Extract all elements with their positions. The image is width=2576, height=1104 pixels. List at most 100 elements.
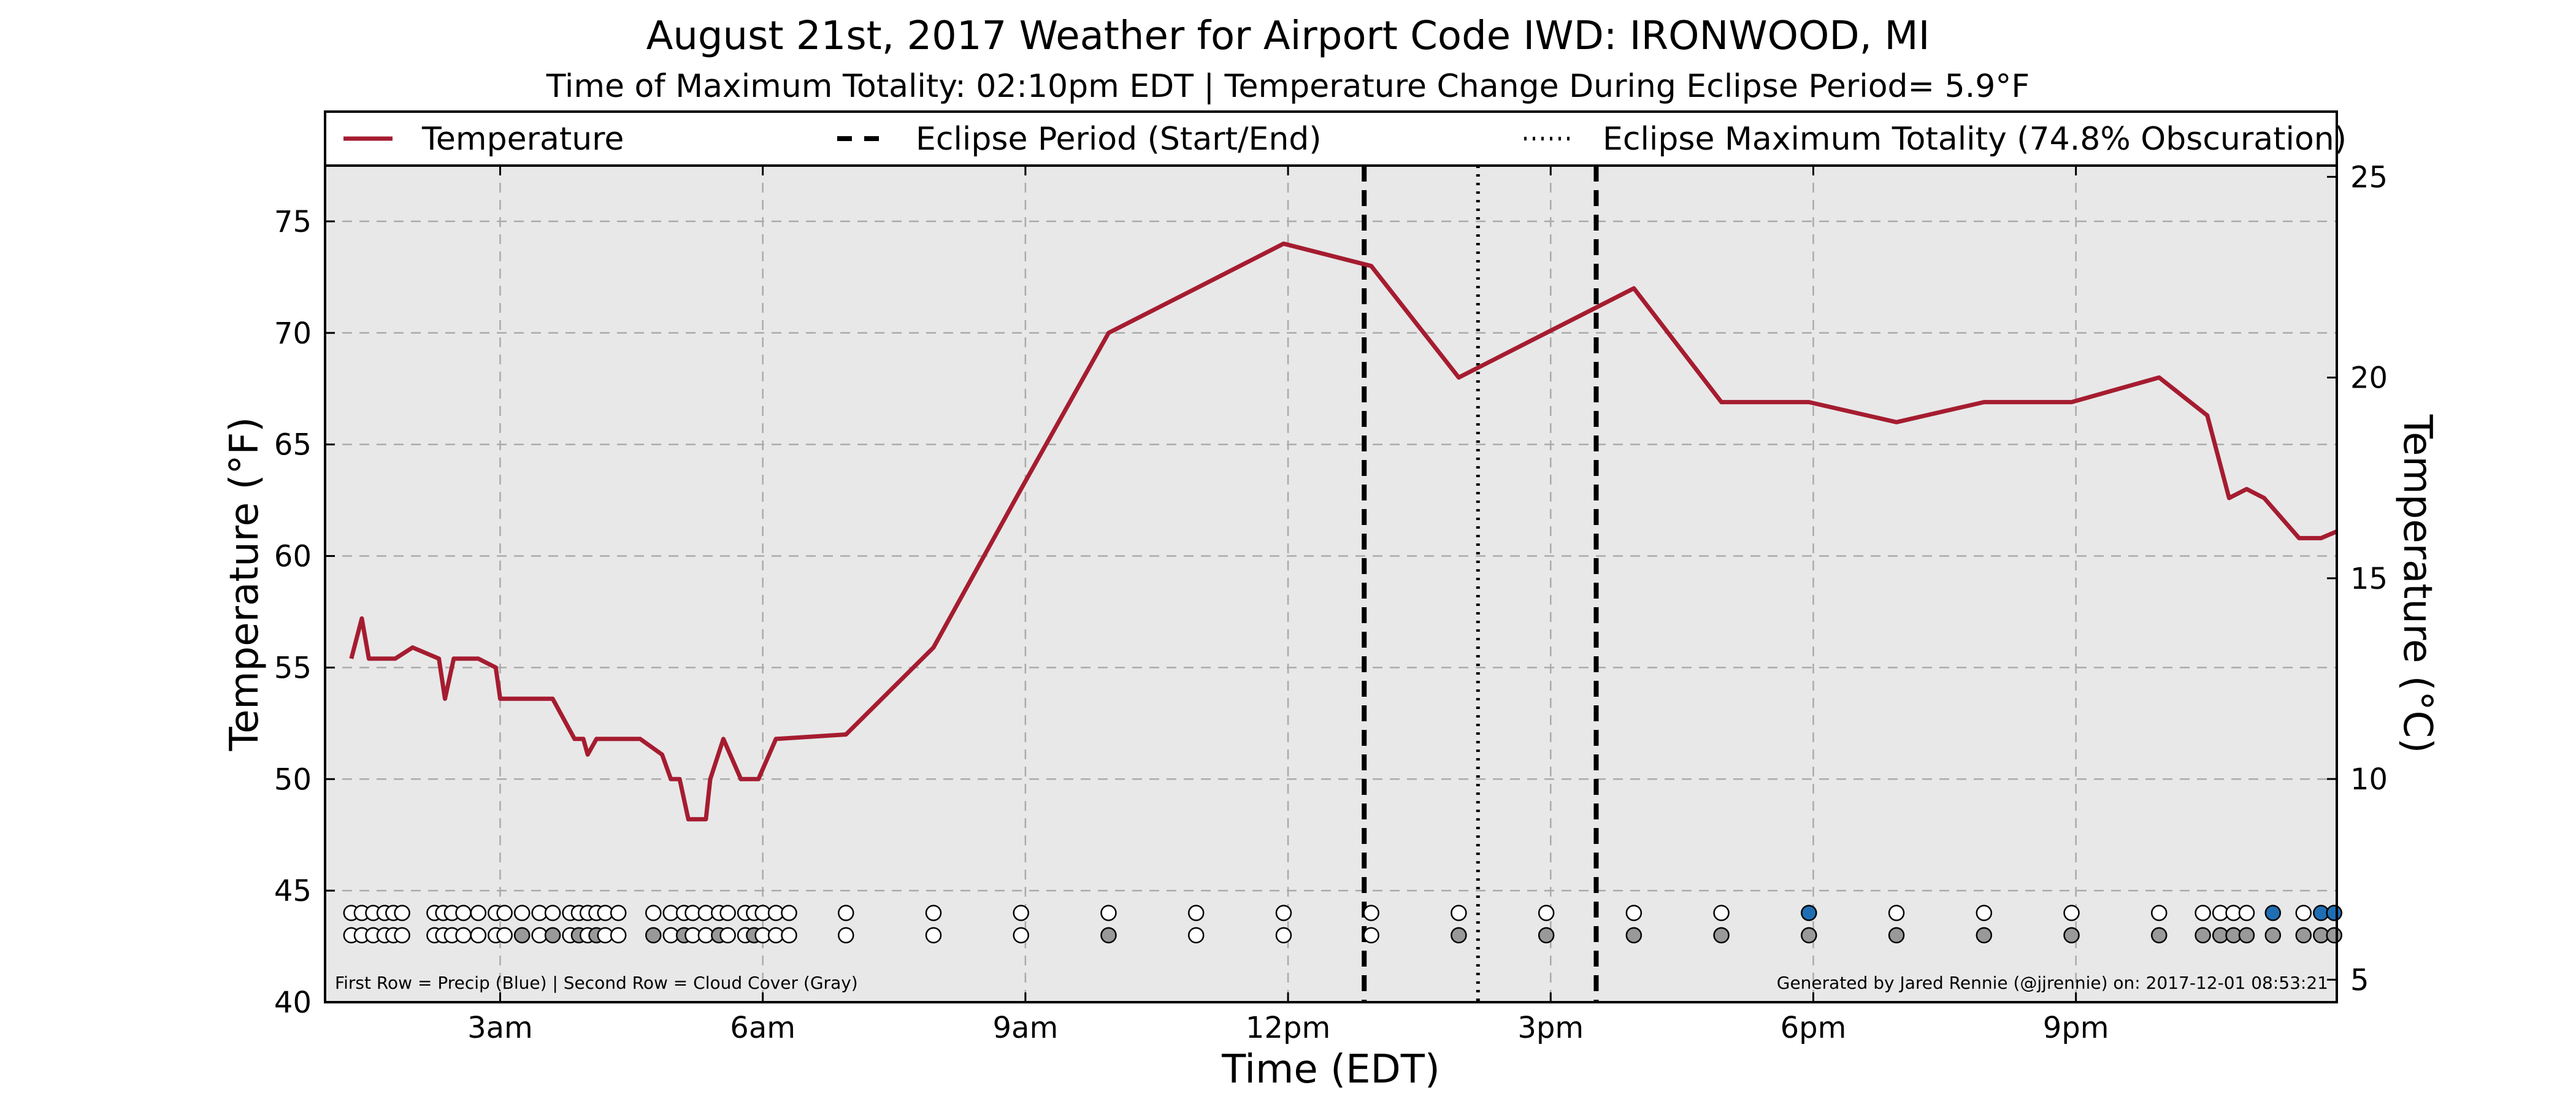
legend-label: Eclipse Period (Start/End) (916, 121, 1322, 158)
y-tick-label: 50 (274, 762, 312, 797)
cloud-marker (2195, 927, 2211, 944)
cloud-marker (838, 927, 854, 944)
cloud-marker (2264, 927, 2282, 944)
cloud-marker (1275, 927, 1292, 944)
precip-marker (470, 905, 487, 921)
temperature-series (349, 241, 2338, 822)
temperature-line (349, 241, 2338, 822)
precip-marker (645, 905, 662, 921)
cloud-marker (1801, 927, 1817, 944)
cloud-marker (2063, 927, 2080, 944)
x-tick-label: 6pm (1781, 1011, 1847, 1045)
y-tick-label: 75 (274, 205, 312, 239)
precip-marker (544, 905, 561, 921)
precip-cloud-markers (343, 905, 2342, 944)
y-tick-label: 45 (274, 874, 312, 908)
cloud-marker (2295, 927, 2312, 944)
precip-marker (781, 905, 797, 921)
cloud-marker (645, 927, 662, 944)
y2-tick-label: 5 (2350, 963, 2369, 997)
y-axis-ticks: 40 45 50 55 60 65 70 75 (274, 205, 335, 1020)
precip-marker (1187, 905, 1205, 921)
y2-axis-ticks: 5 10 15 20 25 (2327, 160, 2388, 997)
cloud-marker (781, 927, 797, 944)
precip-marker (1625, 905, 1643, 921)
precip-marker (1713, 905, 1730, 921)
precip-marker (2295, 905, 2312, 921)
cloud-marker (1713, 927, 1730, 944)
precip-marker (2238, 905, 2255, 921)
precip-marker (1888, 905, 1905, 921)
legend: Temperature Eclipse Period (Start/End) Ecl… (324, 110, 2347, 167)
cloud-marker (2326, 927, 2342, 944)
precip-marker (719, 905, 736, 921)
precip-marker (2326, 905, 2342, 921)
precip-marker (2195, 905, 2211, 921)
y-tick-label: 40 (274, 986, 312, 1020)
y-tick-label: 65 (274, 428, 312, 462)
y2-tick-label: 10 (2350, 762, 2388, 797)
precip-marker (838, 905, 854, 921)
x-tick-label: 12pm (1246, 1011, 1330, 1045)
x-tick-label: 9pm (2043, 1011, 2109, 1045)
x-tick-label: 3am (467, 1011, 533, 1045)
precip-marker (1976, 905, 1993, 921)
eclipse-lines (1362, 166, 1599, 1002)
chart-title: August 21st, 2017 Weather for Airport Co… (646, 13, 1930, 59)
cloud-marker (1187, 927, 1205, 944)
cloud-marker (394, 927, 410, 944)
precip-marker (610, 905, 627, 921)
cloud-marker (1625, 927, 1643, 944)
cloud-marker (1451, 927, 1467, 944)
x-tick-label: 3pm (1517, 1011, 1584, 1045)
cloud-marker (2238, 927, 2255, 944)
cloud-marker (455, 927, 472, 944)
y-tick-label: 70 (274, 316, 312, 351)
x-tick-label: 6am (730, 1011, 795, 1045)
precip-marker (1013, 905, 1029, 921)
precip-marker (1801, 905, 1817, 921)
y-tick-label: 55 (274, 651, 312, 685)
precip-marker (2264, 905, 2282, 921)
y2-tick-label: 15 (2350, 562, 2388, 596)
precip-marker (2151, 905, 2168, 921)
precip-marker (1100, 905, 1117, 921)
chart-subtitle: Time of Maximum Totality: 02:10pm EDT | … (546, 68, 2030, 105)
legend-label: Eclipse Maximum Totality (74.8% Obscurat… (1603, 121, 2347, 158)
precip-marker (1275, 905, 1292, 921)
precip-marker (1451, 905, 1467, 921)
cloud-marker (496, 927, 513, 944)
generated-by-note: Generated by Jared Rennie (@jjrennie) on… (1777, 973, 2328, 993)
x-axis-label: Time (EDT) (1221, 1047, 1440, 1092)
cloud-marker (1538, 927, 1555, 944)
cloud-marker (610, 927, 627, 944)
precip-marker (455, 905, 472, 921)
precip-marker (1538, 905, 1555, 921)
cloud-marker (719, 927, 736, 944)
precip-marker (1363, 905, 1379, 921)
cloud-marker (1013, 927, 1029, 944)
precip-marker (496, 905, 513, 921)
cloud-marker (470, 927, 487, 944)
precip-marker (513, 905, 531, 921)
cloud-marker (2151, 927, 2168, 944)
cloud-marker (1100, 927, 1117, 944)
y-tick-label: 60 (274, 540, 312, 574)
precip-marker (394, 905, 410, 921)
y-axis-label: Temperature (°F) (222, 417, 267, 752)
y2-tick-label: 25 (2350, 160, 2388, 194)
plot-area (325, 166, 2337, 1002)
x-axis-ticks: 3am 6am 9am 12pm 3pm 6pm 9pm (467, 166, 2109, 1045)
x-tick-label: 9am (993, 1011, 1059, 1045)
cloud-marker (1888, 927, 1905, 944)
cloud-marker (925, 927, 942, 944)
cloud-marker (1976, 927, 1993, 944)
precip-marker (2063, 905, 2080, 921)
precip-marker (925, 905, 942, 921)
cloud-marker (1363, 927, 1379, 944)
y2-tick-label: 20 (2350, 361, 2388, 396)
cloud-marker (544, 927, 561, 944)
legend-label: Temperature (421, 121, 624, 158)
cloud-marker (513, 927, 531, 944)
